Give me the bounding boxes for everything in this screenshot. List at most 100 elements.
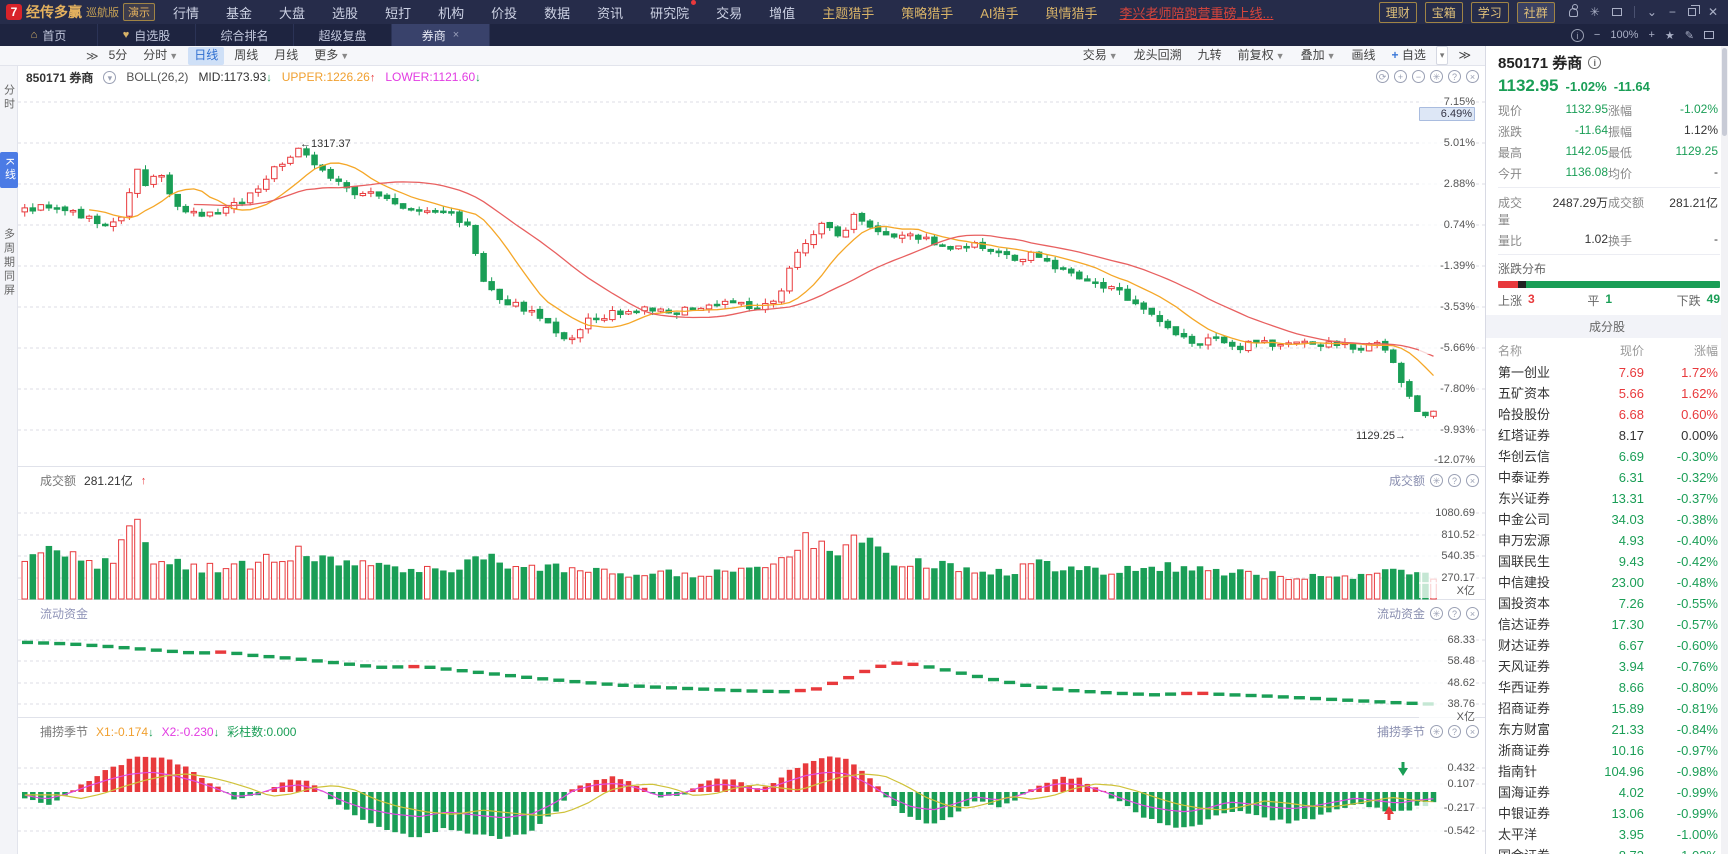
menu-item-研究院[interactable]: 研究院 [650,0,697,22]
stock-row-国金证券[interactable]: 国金证券8.73-1.02% [1486,845,1728,854]
stock-row-天风证券[interactable]: 天风证券 3.94 -0.76% [1486,656,1728,677]
indicator-dropdown-icon[interactable]: ▾ [103,70,117,84]
menu-item-策略猎手[interactable]: 策略猎手 [901,5,954,21]
stock-row-中泰证券[interactable]: 中泰证券 6.31 -0.32% [1486,467,1728,488]
user-icon[interactable] [1568,3,1578,17]
help-icon[interactable]: ? [1448,725,1461,738]
close-panel-icon[interactable]: × [1466,474,1479,487]
pill-社群[interactable]: 社群 [1516,1,1555,23]
menu-item-行情[interactable]: 行情 [173,5,200,21]
menu-item-价投[interactable]: 价投 [491,5,518,21]
toolbar-前复权[interactable]: 前复权 ▼ [1237,47,1285,62]
toolbar-画线[interactable]: 画线 [1351,48,1376,62]
help-icon[interactable]: ? [1448,474,1461,487]
toolbar-5分[interactable]: 5分 [108,47,128,62]
gear-icon[interactable]: ✳ [1430,725,1443,738]
scrollbar-thumb[interactable] [1722,48,1727,136]
menu-item-增值[interactable]: 增值 [769,5,796,21]
toolbar-日线[interactable]: 日线 [188,46,225,65]
menu-item-选股[interactable]: 选股 [332,5,359,21]
stock-row-红塔证券[interactable]: 红塔证券 8.17 0.00% [1486,425,1728,446]
stock-row-东方财富[interactable]: 东方财富 21.33 -0.84% [1486,719,1728,740]
help-icon[interactable]: ? [1448,70,1461,83]
stock-row-哈投股份[interactable]: 哈投股份 6.68 0.60% [1486,404,1728,425]
restore-button[interactable] [1687,5,1700,16]
stock-row-浙商证券[interactable]: 浙商证券 10.16 -0.97% [1486,740,1728,761]
layout-icon[interactable] [1704,31,1714,39]
close-tab-icon[interactable]: × [452,29,460,41]
toolbar-分时[interactable]: 分时 ▼ [143,47,179,62]
zoom-out-icon[interactable]: − [1412,70,1425,83]
favorite-star-icon[interactable]: ★ [1664,29,1675,42]
close-panel-icon[interactable]: × [1466,70,1479,83]
info-icon[interactable]: i [1570,28,1584,42]
chevron-down-icon[interactable]: ⌄ [1646,5,1657,19]
help-icon[interactable]: ? [1448,607,1461,620]
stock-row-中信建投[interactable]: 中信建投 23.00 -0.48% [1486,572,1728,593]
stock-row-信达证券[interactable]: 信达证券 17.30 -0.57% [1486,614,1728,635]
zoom-out-button[interactable]: − [1593,29,1601,41]
tab-超级复盘[interactable]: 超级复盘 [294,24,392,46]
stock-row-华西证券[interactable]: 华西证券 8.66 -0.80% [1486,677,1728,698]
pill-学习[interactable]: 学习 [1470,1,1509,23]
stock-row-财达证券[interactable]: 财达证券 6.67 -0.60% [1486,635,1728,656]
stock-row-中金公司[interactable]: 中金公司 34.03 -0.38% [1486,509,1728,530]
collapse-left-icon[interactable]: ≫ [86,48,99,63]
funds-panel[interactable]: 流动资金 流动资金 ✳ ? × 68.33 58.48 48.62 38.76 X亿 [18,600,1485,724]
menu-item-舆情猎手[interactable]: 舆情猎手 [1045,5,1098,21]
menu-item-短打[interactable]: 短打 [385,5,412,21]
menu-item-数据[interactable]: 数据 [544,5,571,21]
close-button[interactable]: ✕ [1707,5,1718,19]
toolbar-周线[interactable]: 周线 [234,47,259,62]
sidebar-item-多周期同屏[interactable]: 多周期同屏 [2,228,15,299]
pill-宝箱[interactable]: 宝箱 [1424,1,1463,23]
candlestick-chart[interactable] [18,88,1485,467]
toolbar-月线[interactable]: 月线 [274,47,299,62]
promo-link[interactable]: 李兴老师陪跑营重磅上线... [1119,5,1274,21]
menu-item-机构[interactable]: 机构 [438,5,465,21]
sidebar-item-分时[interactable]: 分时 [2,84,15,112]
tab-首页[interactable]: ⌂ 首页 [0,24,98,46]
stock-row-五矿资本[interactable]: 五矿资本 5.66 1.62% [1486,383,1728,404]
menu-item-大盘[interactable]: 大盘 [279,5,306,21]
stock-row-国联民生[interactable]: 国联民生 9.43 -0.42% [1486,551,1728,572]
stock-row-第一创业[interactable]: 第一创业 7.69 1.72% [1486,362,1728,383]
stock-row-中银证券[interactable]: 中银证券 13.06 -0.99% [1486,803,1728,824]
scrollbar[interactable] [1721,46,1728,854]
oscillator-panel[interactable]: 捕捞季节 X1:-0.174↓ X2:-0.230↓ 彩柱数:0.000 捕捞季… [18,718,1485,854]
edit-pencil-icon[interactable]: ✎ [1684,29,1694,42]
stock-row-国投资本[interactable]: 国投资本 7.26 -0.55% [1486,593,1728,614]
stock-row-太平洋[interactable]: 太平洋 3.95 -1.00% [1486,824,1728,845]
zoom-in-button[interactable]: + [1648,29,1655,41]
funds-chart[interactable] [18,600,1485,718]
oscillator-chart[interactable] [18,718,1485,854]
minimize-button[interactable]: − [1668,5,1676,19]
menu-item-资讯[interactable]: 资讯 [597,5,624,21]
stock-row-申万宏源[interactable]: 申万宏源 4.93 -0.40% [1486,530,1728,551]
menu-item-主题猎手[interactable]: 主题猎手 [822,5,875,21]
stock-row-东兴证券[interactable]: 东兴证券 13.31 -0.37% [1486,488,1728,509]
monitor-icon[interactable] [1611,8,1622,16]
zoom-in-icon[interactable]: + [1394,70,1407,83]
toolbar-叠加[interactable]: 叠加 ▼ [1300,47,1336,62]
settings-gear-icon[interactable]: ✳ [1589,5,1600,19]
toolbar-更多[interactable]: 更多 ▼ [314,47,350,62]
menu-item-交易[interactable]: 交易 [716,5,743,21]
kline-panel[interactable]: 850171 券商 ▾ BOLL(26,2) MID:1173.93↓ UPPE… [18,66,1485,467]
menu-item-基金[interactable]: 基金 [226,5,253,21]
stock-row-华创云信[interactable]: 华创云信 6.69 -0.30% [1486,446,1728,467]
toolbar-自选[interactable]: + 自选 [1391,48,1426,62]
toolbar-交易[interactable]: 交易 ▼ [1082,47,1118,62]
tab-综合排名[interactable]: 综合排名 [196,24,294,46]
stock-row-指南针[interactable]: 指南针 104.96 -0.98% [1486,761,1728,782]
indicator-name[interactable]: BOLL(26,2) [126,70,189,84]
toolbar-龙头回溯[interactable]: 龙头回溯 [1133,48,1182,62]
gear-icon[interactable]: ✳ [1430,474,1443,487]
toolbar-九转[interactable]: 九转 [1197,48,1222,62]
close-panel-icon[interactable]: × [1466,725,1479,738]
tab-券商[interactable]: 券商 × [392,24,490,46]
info-icon[interactable]: i [1588,56,1602,69]
toolbar-≫[interactable]: ≫ [1458,48,1471,62]
toolbar-caret[interactable]: ▾ [1435,46,1449,65]
gear-icon[interactable]: ✳ [1430,70,1443,83]
